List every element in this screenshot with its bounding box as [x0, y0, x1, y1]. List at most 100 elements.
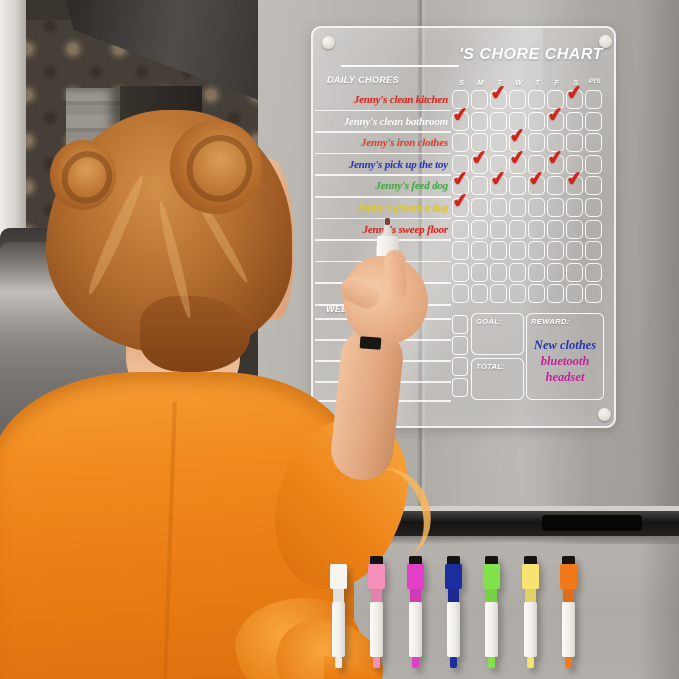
chore-row-underline	[315, 217, 451, 220]
day-header-3: T	[497, 78, 502, 87]
total-box: TOTAL:	[471, 358, 524, 400]
marker-tip	[372, 657, 380, 668]
child-hair-nape	[140, 296, 250, 372]
day-header-4: W	[514, 78, 523, 87]
fridge-door-seam	[417, 0, 426, 508]
grid-cell	[547, 198, 564, 217]
marker-cap	[559, 564, 577, 589]
total-label: TOTAL:	[476, 362, 506, 371]
grid-cell	[490, 176, 507, 196]
marker-cap-ring	[447, 589, 459, 602]
grid-cell	[566, 154, 583, 174]
grid-cell	[471, 90, 488, 109]
grid-cell	[490, 154, 507, 174]
grid-cell	[490, 241, 507, 261]
marker-magenta	[406, 556, 424, 668]
corner-screw-bottom-right	[598, 408, 611, 421]
grid-cell	[471, 284, 488, 304]
marker-barrel	[408, 602, 422, 657]
grid-cell	[585, 133, 602, 153]
grid-cell	[509, 90, 526, 109]
marker-cap-ring	[562, 589, 574, 602]
marker-orange	[559, 556, 577, 668]
marker-cap-ring	[409, 589, 421, 602]
grid-cell	[490, 111, 507, 131]
marker-magnet-top	[408, 556, 422, 564]
grid-cell	[452, 111, 469, 131]
marker-magnet-top	[332, 556, 345, 564]
grid-cell	[452, 284, 469, 304]
grid-cell	[585, 90, 602, 109]
marker-cap-ring	[370, 589, 382, 602]
marker-tip	[449, 657, 457, 668]
goal-box: GOAL:	[471, 313, 524, 355]
grid-cell	[547, 176, 564, 196]
chore-row-underline	[315, 174, 451, 176]
grid-cell	[547, 219, 564, 239]
chore-row-label: Jenny's iron clothes	[360, 137, 448, 150]
grid-cell	[452, 90, 469, 109]
hair-bun-main	[170, 120, 263, 214]
marker-magnet-top	[523, 556, 537, 564]
grid-cell	[452, 219, 469, 239]
grid-cell	[547, 111, 564, 131]
marker-barrel	[369, 602, 383, 657]
corner-screw-top-right	[599, 35, 612, 48]
grid-cell	[509, 219, 526, 239]
grid-cell	[547, 133, 564, 153]
name-blank-line	[341, 65, 459, 67]
marker-cap-ring	[524, 589, 536, 602]
grid-cell	[528, 176, 545, 196]
grid-cell	[585, 111, 602, 131]
grid-cell	[452, 262, 469, 282]
daily-chores-heading: DAILY CHORES	[327, 75, 399, 85]
marker-barrel	[561, 602, 575, 657]
marker-blue	[444, 556, 462, 668]
day-header-1: S	[458, 78, 464, 87]
grid-cell	[509, 262, 526, 282]
day-header-2: M	[477, 78, 484, 87]
grid-cell	[585, 154, 602, 174]
grid-cell	[566, 241, 583, 261]
weekly-checkbox	[452, 378, 468, 397]
marker-pink	[367, 556, 385, 668]
grid-cell	[528, 111, 545, 131]
marker-cap	[521, 564, 539, 589]
grid-cell	[490, 90, 507, 109]
grid-cell	[566, 133, 583, 153]
chore-row-label: Jenny's groom a dog	[357, 202, 448, 214]
grid-cell	[547, 262, 564, 282]
grid-cell	[471, 219, 488, 239]
marker-magnet-top	[446, 556, 460, 564]
grid-cell	[509, 133, 526, 153]
chore-row-underline	[315, 196, 451, 198]
marker-barrel	[523, 602, 537, 657]
marker-tip	[334, 657, 342, 668]
fridge-right-edge-shade	[638, 0, 679, 679]
reward-entry: headset	[545, 370, 585, 384]
grid-cell	[585, 284, 602, 304]
grid-cell	[490, 284, 507, 304]
grid-cell	[547, 154, 564, 174]
grid-cell	[471, 241, 488, 261]
marker-cap	[444, 564, 462, 589]
marker-cap-ring	[485, 589, 497, 602]
marker-white	[329, 556, 347, 668]
day-header-6: F	[554, 78, 559, 87]
white-cabinet-pillar	[0, 0, 26, 252]
grid-cell	[566, 90, 583, 109]
grid-cell	[490, 198, 507, 217]
marker-barrel	[331, 602, 345, 657]
grid-cell	[585, 176, 602, 196]
marker-magnet-top	[561, 556, 575, 564]
chore-row-underline	[315, 109, 451, 112]
chore-row-label: Jenny's feed dog	[375, 180, 448, 193]
marker-yellow	[521, 556, 539, 668]
grid-cell	[471, 262, 488, 282]
chart-title: 'S CHORE CHART	[459, 46, 603, 63]
grid-cell	[471, 133, 488, 153]
grid-cell	[566, 219, 583, 239]
grid-cell	[471, 176, 488, 196]
